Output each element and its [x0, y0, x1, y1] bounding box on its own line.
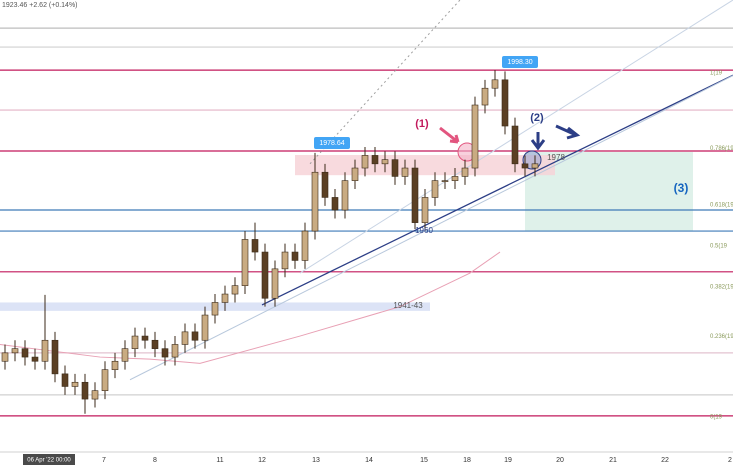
candle-body	[141, 335, 149, 341]
x-tick-label: 19	[504, 457, 512, 464]
candle-body	[321, 171, 329, 198]
candle-body	[511, 125, 519, 165]
candle-body	[281, 251, 289, 270]
candle-body	[351, 167, 359, 181]
x-tick-label: 8	[153, 457, 157, 464]
candle-body	[401, 167, 409, 177]
x-tick-label: 06 Apr '22 00:00	[27, 458, 71, 464]
x-tick-label: 20	[556, 457, 564, 464]
x-tick-label: 21	[609, 457, 617, 464]
x-tick-label: 7	[102, 457, 106, 464]
candle-body	[421, 197, 429, 223]
fib-label: 0.618(19	[710, 203, 733, 209]
candle-body	[161, 348, 169, 358]
candle-body	[1, 352, 9, 362]
candle-body	[91, 390, 99, 400]
candle-body	[261, 251, 269, 299]
candle-body	[21, 348, 29, 358]
trendline	[129, 75, 733, 381]
candle-body	[471, 104, 479, 169]
candle-body	[41, 339, 49, 362]
x-tick-label: 15	[420, 457, 428, 464]
candle-body	[121, 348, 129, 362]
arrow	[439, 126, 460, 144]
candle-body	[371, 155, 379, 165]
annotation: (2)	[530, 112, 544, 124]
candle-body	[231, 285, 239, 295]
candle-body	[431, 180, 439, 198]
x-tick-label: 14	[365, 457, 373, 464]
candle-body	[531, 163, 539, 169]
moving-average	[0, 251, 501, 364]
candle-body	[201, 314, 209, 341]
candle-body	[31, 356, 39, 362]
x-tick-label: 13	[312, 457, 320, 464]
candle-body	[481, 87, 489, 106]
x-tick-box	[23, 454, 75, 465]
candle-body	[191, 331, 199, 341]
candle-body	[211, 302, 219, 316]
fib-label: 0(19	[710, 414, 723, 420]
fib-label: 0.236(19	[710, 334, 733, 340]
x-tick-label: 22	[661, 457, 669, 464]
candle-body	[361, 155, 369, 169]
candle-body	[181, 331, 189, 345]
zone	[295, 155, 555, 176]
annotation: (3)	[674, 181, 689, 195]
candle-body	[71, 381, 79, 387]
trendline	[309, 0, 461, 165]
x-tick-label: 18	[463, 457, 471, 464]
price-label-box	[502, 56, 538, 68]
annotation: 1998.30	[507, 59, 532, 66]
candle-body	[101, 369, 109, 391]
candle-body	[111, 360, 119, 370]
candle-body	[451, 176, 459, 181]
candle-body	[151, 339, 159, 349]
candle-body	[61, 373, 69, 387]
candle-body	[391, 159, 399, 177]
annotation: 1978	[547, 153, 565, 162]
arrow	[555, 124, 581, 140]
fib-label: 0.5(19	[710, 243, 728, 249]
x-tick-label: 12	[258, 457, 266, 464]
candle-body	[521, 163, 529, 169]
candle-body	[341, 180, 349, 211]
annotation: 1978.64	[319, 140, 344, 147]
price-header: 1923.46 +2.62 (+0.14%)	[2, 2, 78, 9]
candle-body	[171, 344, 179, 358]
candle-body	[81, 381, 89, 400]
arrow	[530, 132, 546, 151]
candle-body	[131, 335, 139, 349]
candle-body	[501, 79, 509, 127]
candle-body	[491, 79, 499, 89]
candle-body	[291, 251, 299, 261]
price-label-box	[314, 137, 350, 149]
trendline	[261, 74, 733, 306]
annotation: (1)	[415, 118, 429, 130]
candle-body	[441, 180, 449, 182]
candle-body	[411, 167, 419, 223]
fib-label: 0.786(19	[710, 146, 733, 152]
fib-label: 0.382(19	[710, 285, 733, 291]
candle-body	[381, 159, 389, 165]
candle-body	[251, 239, 259, 253]
x-tick-label: 11	[216, 457, 223, 464]
candle-body	[221, 293, 229, 303]
candle-body	[241, 239, 249, 286]
candle-body	[331, 197, 339, 211]
annotation: 1941-43	[393, 301, 423, 310]
annotation: 1960	[415, 226, 433, 235]
x-axis-band	[0, 452, 733, 465]
candle-body	[301, 230, 309, 261]
candle-body	[51, 339, 59, 375]
x-tick-label: 2	[728, 457, 732, 464]
candle-body	[311, 171, 319, 232]
fib-label: 1(19	[710, 71, 723, 77]
candle-body	[11, 348, 19, 354]
candle-body	[271, 268, 279, 299]
candle-body	[461, 167, 469, 177]
